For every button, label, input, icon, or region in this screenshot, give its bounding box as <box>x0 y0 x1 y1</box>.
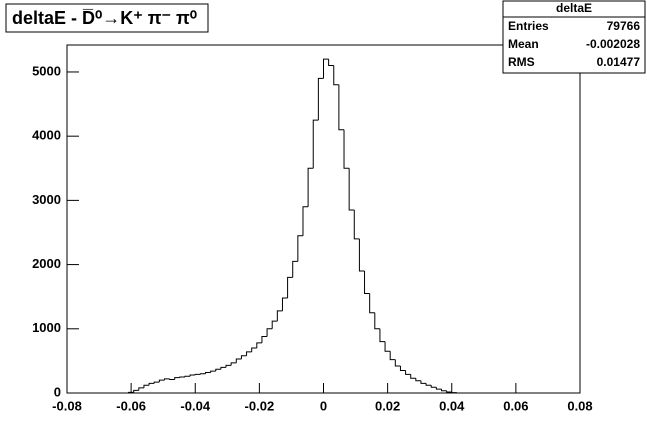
histogram-bin <box>343 129 350 169</box>
histogram-bin <box>133 389 139 393</box>
histogram-bin <box>353 210 360 240</box>
histogram-bin <box>435 387 442 390</box>
stats-value: 79766 <box>607 19 641 33</box>
x-tick-label: -0.06 <box>116 398 146 413</box>
histogram-bin <box>256 342 262 349</box>
chart-title: deltaE - D̅⁰→K⁺ π⁻ π⁰ <box>12 8 197 28</box>
histogram-bin <box>405 370 411 375</box>
histogram-bin <box>446 390 452 393</box>
histogram-bin <box>317 77 324 121</box>
histogram-bin <box>189 374 196 377</box>
histogram-bin <box>128 391 134 393</box>
histogram-bin <box>364 271 370 294</box>
x-tick-label: -0.02 <box>245 398 275 413</box>
histogram-bin <box>148 382 155 386</box>
x-tick-label: -0.08 <box>52 398 82 413</box>
histogram-bin <box>394 359 401 367</box>
stats-box <box>502 0 646 74</box>
y-tick-label: 5000 <box>32 63 61 78</box>
histogram-bin <box>389 351 396 361</box>
x-tick-label: 0.08 <box>567 398 592 413</box>
histogram-bin <box>307 167 314 207</box>
histogram-bin <box>297 235 303 262</box>
histogram-bin <box>276 310 283 322</box>
y-tick-label: 0 <box>54 384 61 399</box>
histogram-bin <box>271 320 278 329</box>
histogram-bin <box>194 373 201 376</box>
x-tick-label: 0.02 <box>375 398 400 413</box>
x-tick-label: 0.04 <box>439 398 465 413</box>
x-tick-label: 0 <box>320 398 327 413</box>
histogram-bin <box>261 335 268 343</box>
stats-title: deltaE <box>556 1 592 15</box>
histogram-bin <box>158 379 165 383</box>
y-tick-label: 4000 <box>32 128 61 143</box>
histogram-bin <box>281 297 288 311</box>
histogram-bin <box>430 385 437 388</box>
stats-label: Entries <box>508 19 549 33</box>
histogram-bin <box>292 260 298 278</box>
histogram-bin <box>240 355 247 359</box>
histogram-bin <box>312 119 319 169</box>
histogram-bin <box>338 84 345 131</box>
histogram-bin <box>251 347 257 352</box>
x-tick-label: 0.06 <box>503 398 528 413</box>
histogram-bin <box>205 371 211 374</box>
histogram-bin <box>169 378 175 381</box>
histogram-bin <box>266 328 273 337</box>
histogram-bin <box>138 387 144 391</box>
stats-value: 0.01477 <box>597 55 641 69</box>
histogram-bin <box>215 368 221 372</box>
stats-label: RMS <box>508 55 535 69</box>
histogram-bin <box>323 58 329 79</box>
histogram-bin <box>369 293 375 314</box>
histogram-bin <box>384 341 391 352</box>
histogram-bin <box>451 392 457 394</box>
x-tick-label: -0.04 <box>180 398 210 413</box>
y-tick-label: 3000 <box>32 192 61 207</box>
histogram-bin <box>153 381 160 384</box>
histogram-bin <box>415 378 421 382</box>
histogram-bin <box>235 358 242 363</box>
title-box <box>5 3 209 33</box>
histogram-bin <box>174 377 180 380</box>
histogram-bin <box>230 362 237 366</box>
histogram-bin <box>287 276 293 298</box>
histogram-bin <box>163 378 170 381</box>
histogram-bin <box>246 351 252 356</box>
histogram-bin <box>333 65 339 86</box>
y-tick-label: 1000 <box>32 320 61 335</box>
histogram-bin <box>225 364 232 368</box>
histogram-bin <box>179 376 185 378</box>
histogram-bin <box>420 380 427 384</box>
histogram-bin <box>199 373 206 375</box>
histogram-bin <box>302 206 309 236</box>
histogram-bin <box>348 168 355 211</box>
histogram-bin <box>379 328 386 343</box>
histogram-bin <box>210 370 216 373</box>
histogram-bin <box>399 366 406 372</box>
histogram-bin <box>440 389 447 392</box>
histogram-bin <box>328 59 334 67</box>
stats-value: -0.002028 <box>586 37 640 51</box>
stats-label: Mean <box>508 37 539 51</box>
histogram-bin <box>425 383 432 386</box>
histogram-bin <box>358 238 365 272</box>
histogram-bin <box>374 312 380 330</box>
histogram-bin <box>410 374 416 379</box>
y-tick-label: 2000 <box>32 256 61 271</box>
histogram-bin <box>184 375 191 377</box>
histogram-bin <box>143 384 150 388</box>
histogram-bin <box>220 366 227 370</box>
